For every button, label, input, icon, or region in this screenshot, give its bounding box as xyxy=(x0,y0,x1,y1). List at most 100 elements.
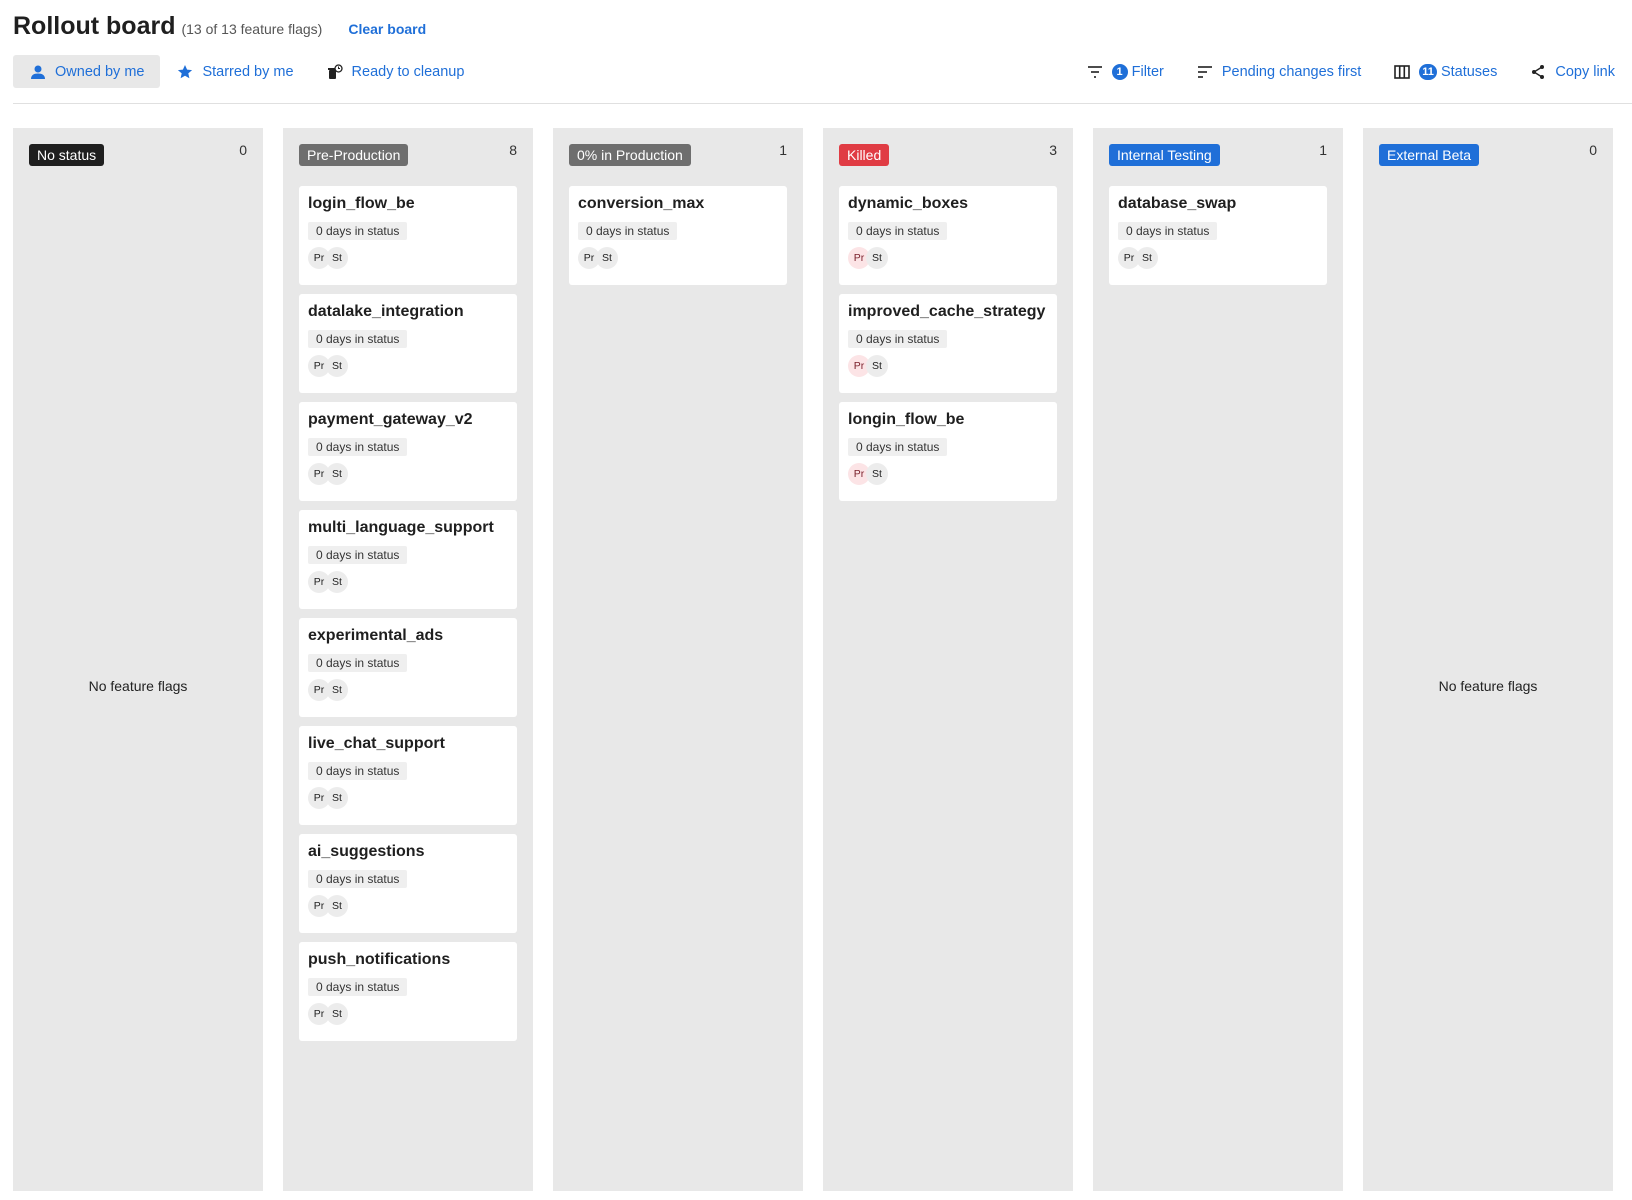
board-column: Killed 3 dynamic_boxes 0 days in status Pr St… xyxy=(823,128,1073,1191)
board-column: External Beta 0 No feature flags xyxy=(1363,128,1613,1191)
column-count: 1 xyxy=(1319,142,1327,158)
feature-flag-card[interactable]: datalake_integration 0 days in status Pr St xyxy=(299,294,517,393)
environment-avatar: Pr xyxy=(848,463,870,485)
flag-name: live_chat_support xyxy=(308,735,445,752)
environment-avatar: St xyxy=(866,247,888,269)
statuses-button[interactable]: 11 Statuses xyxy=(1377,55,1513,88)
toolbar: Owned by me Starred by me Ready to clean… xyxy=(13,55,1619,88)
feature-flag-card[interactable]: conversion_max 0 days in status Pr St xyxy=(569,186,787,285)
board-column: 0% in Production 1 conversion_max 0 days in… xyxy=(553,128,803,1191)
flag-name: datalake_integration xyxy=(308,303,464,320)
owned-by-me-label: Owned by me xyxy=(55,63,145,80)
environment-avatars: Pr St xyxy=(308,247,508,269)
status-label: No status xyxy=(29,144,105,166)
column-header: 0% in Production 1 xyxy=(569,142,787,186)
environment-avatar: Pr xyxy=(308,247,330,269)
days-in-status-tag: 0 days in status xyxy=(578,222,678,240)
sort-button[interactable]: Pending changes first xyxy=(1180,55,1377,88)
feature-flag-card[interactable]: dynamic_boxes 0 days in status Pr St xyxy=(839,186,1057,285)
environment-avatar: St xyxy=(326,787,348,809)
board-column: Pre-Production 8 login_flow_be 0 days in st… xyxy=(283,128,533,1191)
environment-avatars: Pr St xyxy=(848,355,1048,377)
feature-flag-card[interactable]: push_notifications 0 days in status Pr St xyxy=(299,942,517,1041)
clear-board-link[interactable]: Clear board xyxy=(348,21,427,37)
flag-name: payment_gateway_v2 xyxy=(308,411,473,428)
rollout-board: No status 0 No feature flags Pre-Production… xyxy=(13,128,1613,1191)
days-in-status-tag: 0 days in status xyxy=(308,762,408,780)
flag-name: conversion_max xyxy=(578,195,705,212)
feature-flag-card[interactable]: database_swap 0 days in status Pr St xyxy=(1109,186,1327,285)
environment-avatar: Pr xyxy=(1118,247,1140,269)
column-count: 0 xyxy=(1589,142,1597,158)
status-label: Pre-Production xyxy=(299,144,409,166)
copy-link-button[interactable]: Copy link xyxy=(1513,55,1619,88)
trash-clock-icon xyxy=(326,63,344,81)
environment-avatars: Pr St xyxy=(1118,247,1318,269)
feature-flag-card[interactable]: ai_suggestions 0 days in status Pr St xyxy=(299,834,517,933)
days-in-status-tag: 0 days in status xyxy=(848,438,948,456)
starred-by-me-button[interactable]: Starred by me xyxy=(160,55,309,88)
column-count: 3 xyxy=(1049,142,1057,158)
environment-avatars: Pr St xyxy=(308,679,508,701)
filter-button[interactable]: 1 Filter xyxy=(1070,55,1180,88)
environment-avatar: St xyxy=(596,247,618,269)
ready-to-cleanup-button[interactable]: Ready to cleanup xyxy=(310,55,481,88)
status-label: 0% in Production xyxy=(569,144,691,166)
environment-avatar: St xyxy=(866,355,888,377)
environment-avatar: St xyxy=(326,355,348,377)
header-divider xyxy=(13,103,1632,104)
flag-name: longin_flow_be xyxy=(848,411,965,428)
environment-avatar: St xyxy=(326,1003,348,1025)
environment-avatar: Pr xyxy=(308,1003,330,1025)
environment-avatar: Pr xyxy=(578,247,600,269)
feature-flag-card[interactable]: live_chat_support 0 days in status Pr St xyxy=(299,726,517,825)
page-header: Rollout board (13 of 13 feature flags) C… xyxy=(13,12,426,41)
days-in-status-tag: 0 days in status xyxy=(308,330,408,348)
feature-flag-card[interactable]: multi_language_support 0 days in status Pr… xyxy=(299,510,517,609)
environment-avatar: Pr xyxy=(308,895,330,917)
environment-avatar: St xyxy=(1136,247,1158,269)
days-in-status-tag: 0 days in status xyxy=(308,222,408,240)
column-header: Pre-Production 8 xyxy=(299,142,517,186)
flag-name: multi_language_support xyxy=(308,519,494,536)
feature-flag-card[interactable]: improved_cache_strategy 0 days in status P… xyxy=(839,294,1057,393)
days-in-status-tag: 0 days in status xyxy=(308,654,408,672)
empty-column-message: No feature flags xyxy=(88,678,188,694)
flag-name: experimental_ads xyxy=(308,627,444,644)
environment-avatars: Pr St xyxy=(308,1003,508,1025)
feature-flag-card[interactable]: payment_gateway_v2 0 days in status Pr St xyxy=(299,402,517,501)
environment-avatar: St xyxy=(326,247,348,269)
environment-avatars: Pr St xyxy=(308,895,508,917)
environment-avatar: Pr xyxy=(308,355,330,377)
feature-flag-card[interactable]: login_flow_be 0 days in status Pr St xyxy=(299,186,517,285)
feature-flag-card[interactable]: longin_flow_be 0 days in status Pr St xyxy=(839,402,1057,501)
column-header: External Beta 0 xyxy=(1379,142,1597,186)
environment-avatar: St xyxy=(326,895,348,917)
environment-avatars: Pr St xyxy=(578,247,778,269)
environment-avatar: St xyxy=(326,571,348,593)
status-label: Internal Testing xyxy=(1109,144,1220,166)
starred-by-me-label: Starred by me xyxy=(202,63,294,80)
statuses-count-badge: 11 xyxy=(1419,63,1437,80)
days-in-status-tag: 0 days in status xyxy=(308,870,408,888)
sort-label: Pending changes first xyxy=(1221,63,1362,80)
column-header: Internal Testing 1 xyxy=(1109,142,1327,186)
ready-to-cleanup-label: Ready to cleanup xyxy=(351,63,465,80)
environment-avatar: Pr xyxy=(308,679,330,701)
board-column: Internal Testing 1 database_swap 0 days in … xyxy=(1093,128,1343,1191)
board-column: No status 0 No feature flags xyxy=(13,128,263,1191)
days-in-status-tag: 0 days in status xyxy=(308,978,408,996)
days-in-status-tag: 0 days in status xyxy=(308,438,408,456)
environment-avatars: Pr St xyxy=(308,571,508,593)
flag-name: dynamic_boxes xyxy=(848,195,969,212)
owned-by-me-button[interactable]: Owned by me xyxy=(13,55,161,88)
status-label: Killed xyxy=(839,144,890,166)
share-icon xyxy=(1529,63,1547,81)
filter-label: Filter xyxy=(1131,63,1164,80)
environment-avatar: Pr xyxy=(848,247,870,269)
flag-name: login_flow_be xyxy=(308,195,415,212)
column-header: Killed 3 xyxy=(839,142,1057,186)
feature-flag-card[interactable]: experimental_ads 0 days in status Pr St xyxy=(299,618,517,717)
environment-avatar: St xyxy=(326,679,348,701)
person-icon xyxy=(29,63,47,81)
